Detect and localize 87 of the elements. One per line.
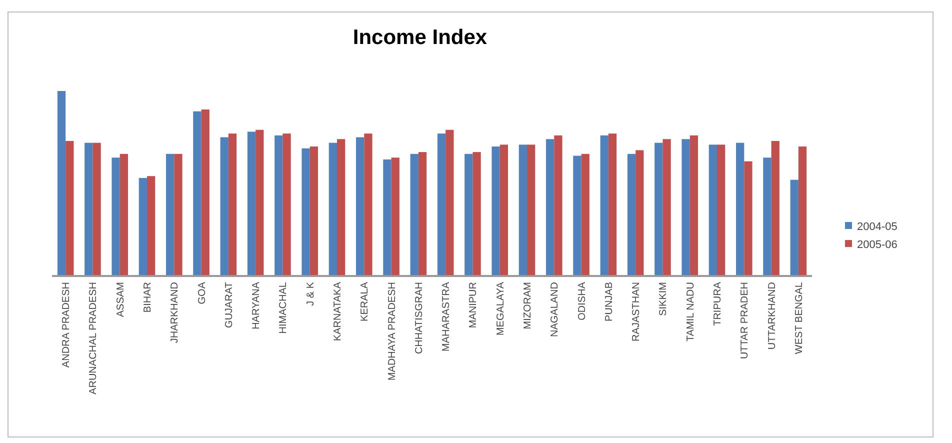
x-tick-label: J & K (305, 282, 316, 306)
x-tick-label: GUJARAT (224, 282, 235, 328)
x-tick-label: HARYANA (251, 282, 262, 330)
bar (763, 158, 772, 276)
x-tick-label: MAHARASTRA (441, 282, 452, 352)
bar (627, 154, 636, 276)
x-tick-label: MIZORAM (522, 282, 534, 330)
x-tick-label: HIMACHAL (278, 282, 290, 334)
bar (112, 158, 120, 276)
bar (282, 134, 291, 276)
bar (364, 134, 372, 276)
bar (201, 110, 210, 276)
bar (790, 180, 798, 276)
bar (581, 154, 590, 276)
bar (337, 139, 346, 276)
bar (138, 178, 147, 276)
bar (662, 139, 671, 276)
chart-title: Income Index (352, 26, 488, 49)
bar (472, 152, 481, 276)
bar (682, 139, 690, 276)
x-tick-label: MANIPUR (468, 282, 480, 328)
bar (717, 144, 726, 276)
x-tick-label: KERALA (360, 282, 371, 322)
bar (744, 161, 752, 276)
bar (492, 146, 500, 276)
bar (228, 134, 237, 276)
bar (600, 135, 608, 276)
bar (518, 144, 527, 276)
bar (84, 142, 93, 276)
x-tick-label: ARUNACHAL PRADESH (88, 282, 100, 394)
bar (527, 144, 536, 276)
bar (654, 142, 663, 276)
bar (608, 134, 617, 276)
bar (418, 152, 427, 276)
bar (636, 150, 644, 276)
bar (166, 154, 174, 276)
x-tick-label: ODISHA (576, 282, 588, 320)
bar (310, 146, 318, 276)
x-tick-label: GOA (196, 282, 208, 304)
bar (120, 154, 128, 276)
bar (66, 140, 74, 276)
bar (500, 144, 508, 276)
x-tick-label: CHHATISGRAH (414, 282, 425, 354)
bar (356, 137, 364, 276)
x-tick-label: BIHAR (142, 282, 154, 313)
x-tick-label: JHARKHAND (170, 282, 181, 344)
bar (274, 135, 283, 276)
x-tick-label: MADHAYA PRADESH (386, 282, 398, 381)
bar (446, 130, 454, 276)
bar (437, 134, 446, 276)
x-tick-label: SIKKIM (658, 282, 670, 316)
bar (410, 154, 418, 276)
x-tick-label: WEST BENGAL (794, 282, 805, 354)
x-tick-label: TRIPURA (712, 282, 724, 326)
bar (798, 146, 807, 276)
x-tick-label: UTTARKHAND (766, 282, 778, 350)
bar (573, 156, 582, 276)
x-tick-label: PUNJAB (604, 282, 615, 322)
x-tick-label: MEGALAYA (495, 282, 506, 336)
bar (391, 158, 400, 276)
x-tick-label: NAGALAND (550, 282, 561, 338)
bar (383, 159, 392, 276)
bar (736, 142, 744, 276)
bar (174, 154, 182, 276)
x-tick-label: KARNATAKA (332, 282, 344, 342)
bar (554, 135, 562, 276)
bar (546, 139, 554, 276)
x-tick-label: UTTAR PRADEH (740, 282, 751, 360)
bar (92, 142, 101, 276)
x-tick-label: ANDRA PRADESH (61, 282, 72, 368)
bar (247, 132, 256, 276)
bar (302, 148, 310, 276)
legend-label: 2004-05 (857, 220, 898, 233)
bar (220, 137, 228, 276)
bar (771, 140, 780, 276)
bar (690, 135, 698, 276)
bar (708, 144, 717, 276)
bar (147, 176, 156, 276)
x-tick-label: TAMIL NADU (685, 282, 696, 342)
x-tick-label: ASSAM (115, 282, 126, 318)
bar (193, 111, 202, 276)
bar (464, 154, 473, 276)
bar (328, 142, 337, 276)
bar (57, 91, 66, 276)
x-tick-label: RAJASTHAN (631, 282, 642, 342)
legend-label: 2005-06 (857, 238, 898, 251)
bar (256, 130, 264, 276)
